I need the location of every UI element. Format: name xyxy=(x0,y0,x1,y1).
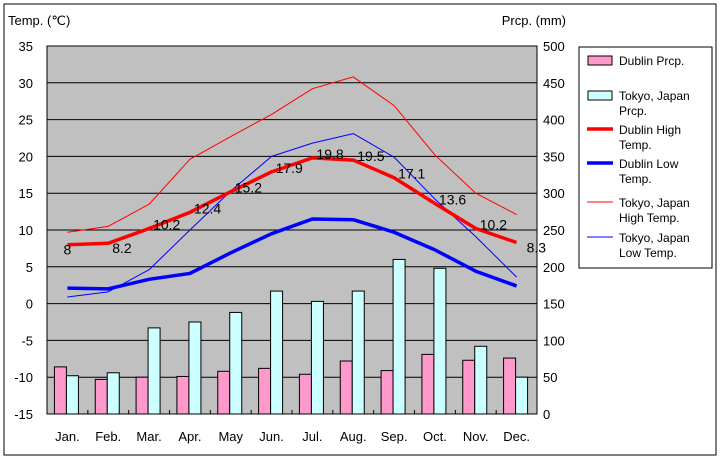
bar-dublin-prcp xyxy=(135,376,149,415)
line-tokyo-japan-high-temp xyxy=(67,76,517,233)
legend-label: Tokyo, Japan xyxy=(619,89,690,103)
legend-label: Dublin Low xyxy=(619,157,679,171)
data-label: 17.1 xyxy=(398,166,425,182)
legend-label: Temp. xyxy=(619,138,652,152)
data-label: 12.4 xyxy=(194,200,221,216)
left-tick-label: 35 xyxy=(19,39,33,54)
bar-tokyo-prcp xyxy=(433,267,447,415)
bar-dublin-prcp xyxy=(380,370,394,415)
legend-label: Tokyo, Japan xyxy=(619,196,690,210)
legend-label: Low Temp. xyxy=(619,246,677,260)
x-tick-label: Feb. xyxy=(95,429,121,444)
legend-swatch xyxy=(587,90,613,101)
left-tick-label: 25 xyxy=(19,113,33,128)
legend-box xyxy=(578,46,713,269)
right-tick-label: 50 xyxy=(543,370,557,385)
right-tick-label: 350 xyxy=(543,149,565,164)
x-tick-label: Jun. xyxy=(259,429,284,444)
bar-dublin-prcp xyxy=(217,370,231,415)
x-tick-label: Dec. xyxy=(503,429,530,444)
line-dublin-high-temp xyxy=(67,156,518,247)
right-tick-label: 250 xyxy=(543,223,565,238)
left-tick-label: 15 xyxy=(19,186,33,201)
data-label: 17.9 xyxy=(276,160,303,176)
bar-tokyo-prcp xyxy=(147,327,161,415)
bar-tokyo-prcp xyxy=(229,311,243,415)
bar-tokyo-prcp xyxy=(310,300,324,415)
bar-tokyo-prcp xyxy=(474,345,488,415)
bar-tokyo-prcp xyxy=(188,321,202,415)
data-label: 19.8 xyxy=(316,146,343,162)
bar-dublin-prcp xyxy=(462,359,476,415)
bar-dublin-prcp xyxy=(339,360,353,415)
left-tick-label: 20 xyxy=(19,149,33,164)
bar-dublin-prcp xyxy=(94,378,108,415)
bar-tokyo-prcp xyxy=(65,375,79,415)
x-tick-label: Mar. xyxy=(136,429,161,444)
left-tick-label: 10 xyxy=(19,223,33,238)
x-tick-label: May xyxy=(218,429,243,444)
bar-tokyo-prcp xyxy=(270,290,284,415)
legend-swatch xyxy=(587,55,613,66)
bar-dublin-prcp xyxy=(258,367,272,415)
bar-tokyo-prcp xyxy=(106,372,120,415)
right-tick-label: 450 xyxy=(543,76,565,91)
data-label: 15.2 xyxy=(235,180,262,196)
legend-label: High Temp. xyxy=(619,211,679,225)
x-tick-label: Aug. xyxy=(340,429,367,444)
legend-label: Tokyo, Japan xyxy=(619,231,690,245)
bar-dublin-prcp xyxy=(503,357,517,415)
bar-tokyo-prcp xyxy=(392,258,406,415)
left-tick-label: -5 xyxy=(21,333,33,348)
right-axis-label: Prcp. (mm) xyxy=(502,13,566,28)
left-tick-label: 5 xyxy=(26,260,33,275)
bar-dublin-prcp xyxy=(176,375,190,415)
left-tick-label: -10 xyxy=(14,370,33,385)
left-axis-label: Temp. (℃) xyxy=(8,13,70,28)
data-label: 8.2 xyxy=(112,240,132,256)
data-label: 10.2 xyxy=(153,217,180,233)
legend-label: Dublin High xyxy=(619,123,681,137)
right-tick-label: 500 xyxy=(543,39,565,54)
bar-dublin-prcp xyxy=(53,366,67,415)
data-label: 8 xyxy=(64,242,72,258)
x-tick-label: Jul. xyxy=(302,429,322,444)
x-tick-label: Nov. xyxy=(463,429,489,444)
data-label: 13.6 xyxy=(439,192,466,208)
bar-tokyo-prcp xyxy=(515,376,529,415)
bar-tokyo-prcp xyxy=(351,290,365,415)
legend-label: Dublin Prcp. xyxy=(619,54,684,68)
legend-label: Prcp. xyxy=(619,104,647,118)
left-tick-label: -15 xyxy=(14,407,33,422)
right-tick-label: 100 xyxy=(543,333,565,348)
line-tokyo-japan-low-temp xyxy=(67,133,517,298)
right-tick-label: 150 xyxy=(543,297,565,312)
data-label: 19.5 xyxy=(357,148,384,164)
x-tick-label: Oct. xyxy=(423,429,447,444)
bar-dublin-prcp xyxy=(421,353,435,415)
line-dublin-low-temp xyxy=(67,217,518,291)
right-tick-label: 0 xyxy=(543,407,550,422)
right-tick-label: 200 xyxy=(543,260,565,275)
left-tick-label: 30 xyxy=(19,76,33,91)
legend-label: Temp. xyxy=(619,172,652,186)
data-label: 8.3 xyxy=(527,240,547,256)
bar-dublin-prcp xyxy=(298,373,312,415)
x-tick-label: Jan. xyxy=(55,429,80,444)
data-label: 10.2 xyxy=(480,217,507,233)
left-tick-label: 0 xyxy=(26,297,33,312)
right-tick-label: 400 xyxy=(543,113,565,128)
x-tick-label: Sep. xyxy=(381,429,408,444)
right-tick-label: 300 xyxy=(543,186,565,201)
x-tick-label: Apr. xyxy=(178,429,201,444)
